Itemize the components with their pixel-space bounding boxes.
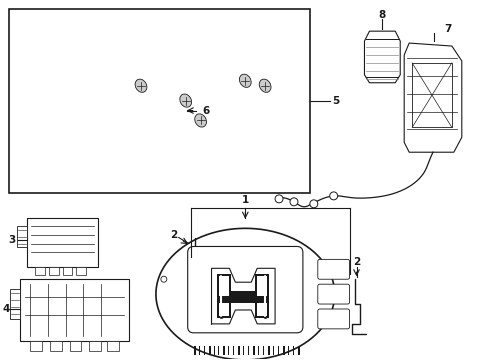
- Bar: [283, 346, 285, 355]
- Circle shape: [290, 198, 298, 206]
- Bar: [35, 267, 45, 275]
- Ellipse shape: [195, 114, 206, 127]
- Ellipse shape: [259, 79, 271, 92]
- Bar: [257, 276, 267, 296]
- Bar: [263, 346, 264, 355]
- Bar: [273, 346, 274, 355]
- Text: 4: 4: [2, 304, 10, 314]
- Circle shape: [310, 200, 318, 208]
- Bar: [268, 346, 270, 355]
- Bar: [49, 267, 59, 275]
- Bar: [219, 346, 220, 355]
- Bar: [209, 346, 211, 355]
- Bar: [198, 346, 199, 355]
- Text: 6: 6: [202, 105, 209, 116]
- Bar: [89, 341, 101, 351]
- Polygon shape: [404, 43, 462, 152]
- Bar: [203, 346, 205, 355]
- Bar: [228, 346, 229, 355]
- Bar: [278, 346, 279, 355]
- Bar: [107, 341, 119, 351]
- Bar: [218, 274, 231, 318]
- Bar: [258, 346, 259, 355]
- Bar: [298, 346, 300, 355]
- Text: 1: 1: [242, 195, 249, 205]
- Bar: [194, 346, 196, 355]
- Text: 2: 2: [170, 230, 177, 239]
- Bar: [10, 289, 20, 319]
- Circle shape: [330, 192, 338, 200]
- Bar: [293, 346, 294, 355]
- Bar: [253, 346, 255, 355]
- Text: 8: 8: [379, 10, 386, 20]
- FancyBboxPatch shape: [188, 247, 303, 333]
- Bar: [223, 346, 225, 355]
- Ellipse shape: [135, 79, 147, 92]
- Text: 3: 3: [8, 234, 16, 244]
- Bar: [244, 346, 245, 355]
- Bar: [248, 346, 249, 355]
- Bar: [412, 63, 452, 127]
- Text: 2: 2: [353, 257, 360, 267]
- Bar: [17, 226, 27, 247]
- Ellipse shape: [180, 94, 192, 107]
- Ellipse shape: [240, 74, 251, 87]
- Bar: [288, 346, 289, 355]
- Circle shape: [161, 276, 167, 282]
- Bar: [220, 303, 229, 316]
- Bar: [233, 346, 234, 355]
- Bar: [70, 341, 81, 351]
- Bar: [9, 9, 310, 193]
- FancyBboxPatch shape: [318, 284, 349, 304]
- Bar: [257, 303, 267, 316]
- Bar: [27, 218, 98, 267]
- Circle shape: [275, 195, 283, 203]
- Polygon shape: [365, 31, 400, 83]
- Text: 5: 5: [332, 96, 339, 105]
- FancyBboxPatch shape: [318, 260, 349, 279]
- Bar: [63, 267, 73, 275]
- FancyBboxPatch shape: [318, 309, 349, 329]
- Bar: [76, 267, 86, 275]
- Bar: [20, 279, 129, 341]
- Bar: [49, 341, 62, 351]
- Bar: [255, 274, 269, 318]
- Bar: [30, 341, 42, 351]
- Bar: [220, 276, 229, 296]
- Bar: [214, 346, 215, 355]
- Bar: [238, 346, 240, 355]
- Text: 7: 7: [444, 24, 452, 34]
- Bar: [218, 291, 269, 303]
